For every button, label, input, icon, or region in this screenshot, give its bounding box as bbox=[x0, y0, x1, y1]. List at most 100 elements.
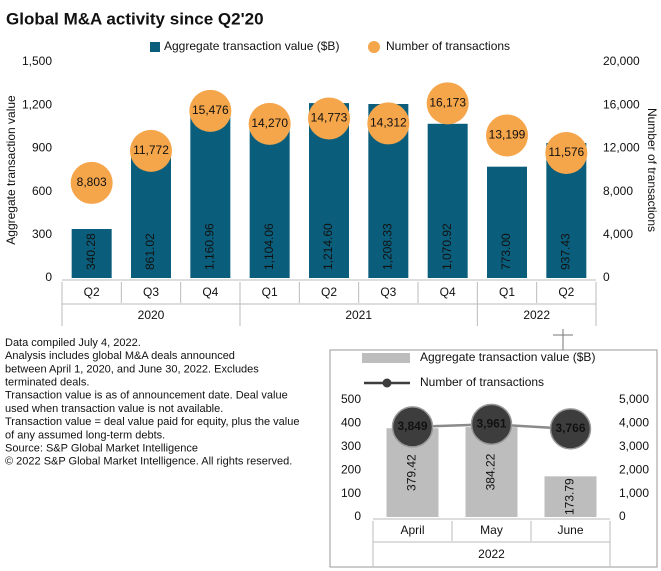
point-value-label: 16,173 bbox=[429, 96, 466, 110]
point-value-label: 11,576 bbox=[548, 145, 584, 159]
bar bbox=[427, 123, 468, 278]
y2-tick-label: 0 bbox=[603, 270, 610, 284]
point-value-label: 14,312 bbox=[370, 116, 407, 130]
legend-label: Number of transactions bbox=[386, 39, 510, 53]
bar bbox=[190, 110, 231, 278]
group-label: 2022 bbox=[523, 308, 550, 322]
x-tick-label: Q2 bbox=[84, 285, 100, 299]
y-tick-label: 1,500 bbox=[22, 54, 52, 68]
y-tick-label: 300 bbox=[341, 439, 361, 453]
y-tick-label: 500 bbox=[341, 392, 361, 406]
note: of any assumed long-term debts. bbox=[5, 429, 165, 441]
legend-label: Aggregate transaction value ($B) bbox=[164, 39, 339, 53]
y-tick-label: 600 bbox=[32, 184, 52, 198]
y2-tick-label: 1,000 bbox=[619, 486, 649, 500]
y-tick-label: 0 bbox=[45, 270, 52, 284]
bubble bbox=[545, 131, 588, 174]
y2-tick-label: 16,000 bbox=[603, 97, 640, 111]
y2-tick-label: 3,000 bbox=[619, 439, 649, 453]
y-tick-label: 900 bbox=[32, 141, 52, 155]
bar-value-label: 937.43 bbox=[559, 233, 573, 270]
x-tick-label: Q2 bbox=[558, 285, 574, 299]
point-value-label: 11,772 bbox=[133, 143, 169, 157]
bar-value-label: 1,070.92 bbox=[440, 223, 454, 270]
bubble bbox=[486, 114, 528, 157]
x-tick-label: Q1 bbox=[499, 285, 515, 299]
note: used when transaction value is not avail… bbox=[5, 403, 223, 415]
legend-swatch bbox=[150, 42, 160, 52]
point-value-label: 14,773 bbox=[311, 111, 348, 125]
bar-value-label: 861.02 bbox=[143, 233, 157, 270]
legend-label: Aggregate transaction value ($B) bbox=[420, 350, 595, 364]
x-tick-label: Q3 bbox=[143, 285, 159, 299]
line-point bbox=[391, 406, 434, 448]
x-tick-label: June bbox=[557, 523, 583, 537]
y2-tick-label: 4,000 bbox=[603, 227, 633, 241]
bar bbox=[131, 154, 171, 278]
point-value-label: 14,270 bbox=[251, 116, 288, 130]
bar-value-label: 384.22 bbox=[484, 453, 498, 490]
point-value-label: 13,199 bbox=[489, 128, 526, 142]
note: between April 1, 2020, and June 30, 2022… bbox=[5, 363, 259, 375]
note: Source: S&P Global Market Intelligence bbox=[5, 443, 198, 455]
y2-tick-label: 2,000 bbox=[619, 462, 649, 476]
point-value-label: 3,961 bbox=[476, 416, 506, 430]
note: Data compiled July 4, 2022. bbox=[5, 337, 141, 349]
line-point bbox=[470, 403, 513, 446]
y-tick-label: 1,200 bbox=[22, 97, 52, 111]
x-tick-label: May bbox=[480, 523, 503, 537]
legend-swatch bbox=[362, 353, 410, 363]
bar bbox=[71, 228, 112, 278]
bubble bbox=[308, 97, 350, 140]
bar-value-label: 340.28 bbox=[84, 233, 98, 270]
bar bbox=[487, 166, 527, 278]
bar-value-label: 1,104.06 bbox=[262, 223, 276, 270]
group-label: 2022 bbox=[478, 547, 505, 561]
bar-value-label: 173.79 bbox=[563, 478, 577, 515]
bar-value-label: 1,214.60 bbox=[321, 223, 335, 270]
y2-tick-label: 0 bbox=[619, 509, 626, 523]
bubble bbox=[130, 129, 172, 172]
bubble bbox=[70, 161, 113, 204]
note: Analysis includes global M&A deals annou… bbox=[5, 350, 235, 362]
bubble bbox=[426, 82, 469, 125]
y-tick-label: 0 bbox=[354, 509, 361, 523]
y-tick-label: 200 bbox=[341, 462, 361, 476]
note: Transaction value = deal value paid for … bbox=[5, 416, 299, 428]
note: terminated deals. bbox=[5, 377, 89, 389]
x-tick-label: Q4 bbox=[440, 285, 456, 299]
x-tick-label: Q1 bbox=[262, 285, 278, 299]
legend-marker bbox=[368, 41, 380, 53]
group-label: 2020 bbox=[138, 308, 165, 322]
point-value-label: 3,849 bbox=[397, 419, 427, 433]
y-tick-label: 100 bbox=[341, 486, 361, 500]
bar-value-label: 1,160.96 bbox=[203, 223, 217, 270]
y-tick-label: 400 bbox=[341, 416, 361, 430]
y2-tick-label: 20,000 bbox=[603, 54, 640, 68]
y2-tick-label: 4,000 bbox=[619, 416, 649, 430]
bar-value-label: 379.42 bbox=[405, 454, 419, 491]
x-tick-label: Q2 bbox=[321, 285, 337, 299]
point-value-label: 15,476 bbox=[192, 103, 229, 117]
bubble bbox=[367, 102, 410, 145]
note: © 2022 S&P Global Market Intelligence. A… bbox=[5, 456, 292, 468]
legend-label: Number of transactions bbox=[420, 375, 544, 389]
point-value-label: 3,766 bbox=[555, 421, 585, 435]
chart-title: Global M&A activity since Q2'20 bbox=[6, 9, 264, 28]
note: Transaction value is as of announcement … bbox=[5, 390, 288, 402]
x-tick-label: Q4 bbox=[202, 285, 218, 299]
bubble bbox=[248, 102, 291, 145]
y2-tick-label: 5,000 bbox=[619, 392, 649, 406]
line-point bbox=[549, 408, 592, 450]
x-tick-label: Q3 bbox=[380, 285, 396, 299]
group-label: 2021 bbox=[345, 308, 372, 322]
y2-tick-label: 8,000 bbox=[603, 184, 633, 198]
y2-axis-title: Number of transactions bbox=[645, 108, 659, 232]
legend-marker bbox=[382, 378, 392, 388]
inset-connector bbox=[553, 329, 573, 350]
bubble bbox=[189, 89, 232, 132]
x-tick-label: April bbox=[400, 523, 424, 537]
point-value-label: 8,803 bbox=[77, 175, 107, 189]
inset-frame bbox=[329, 349, 658, 568]
